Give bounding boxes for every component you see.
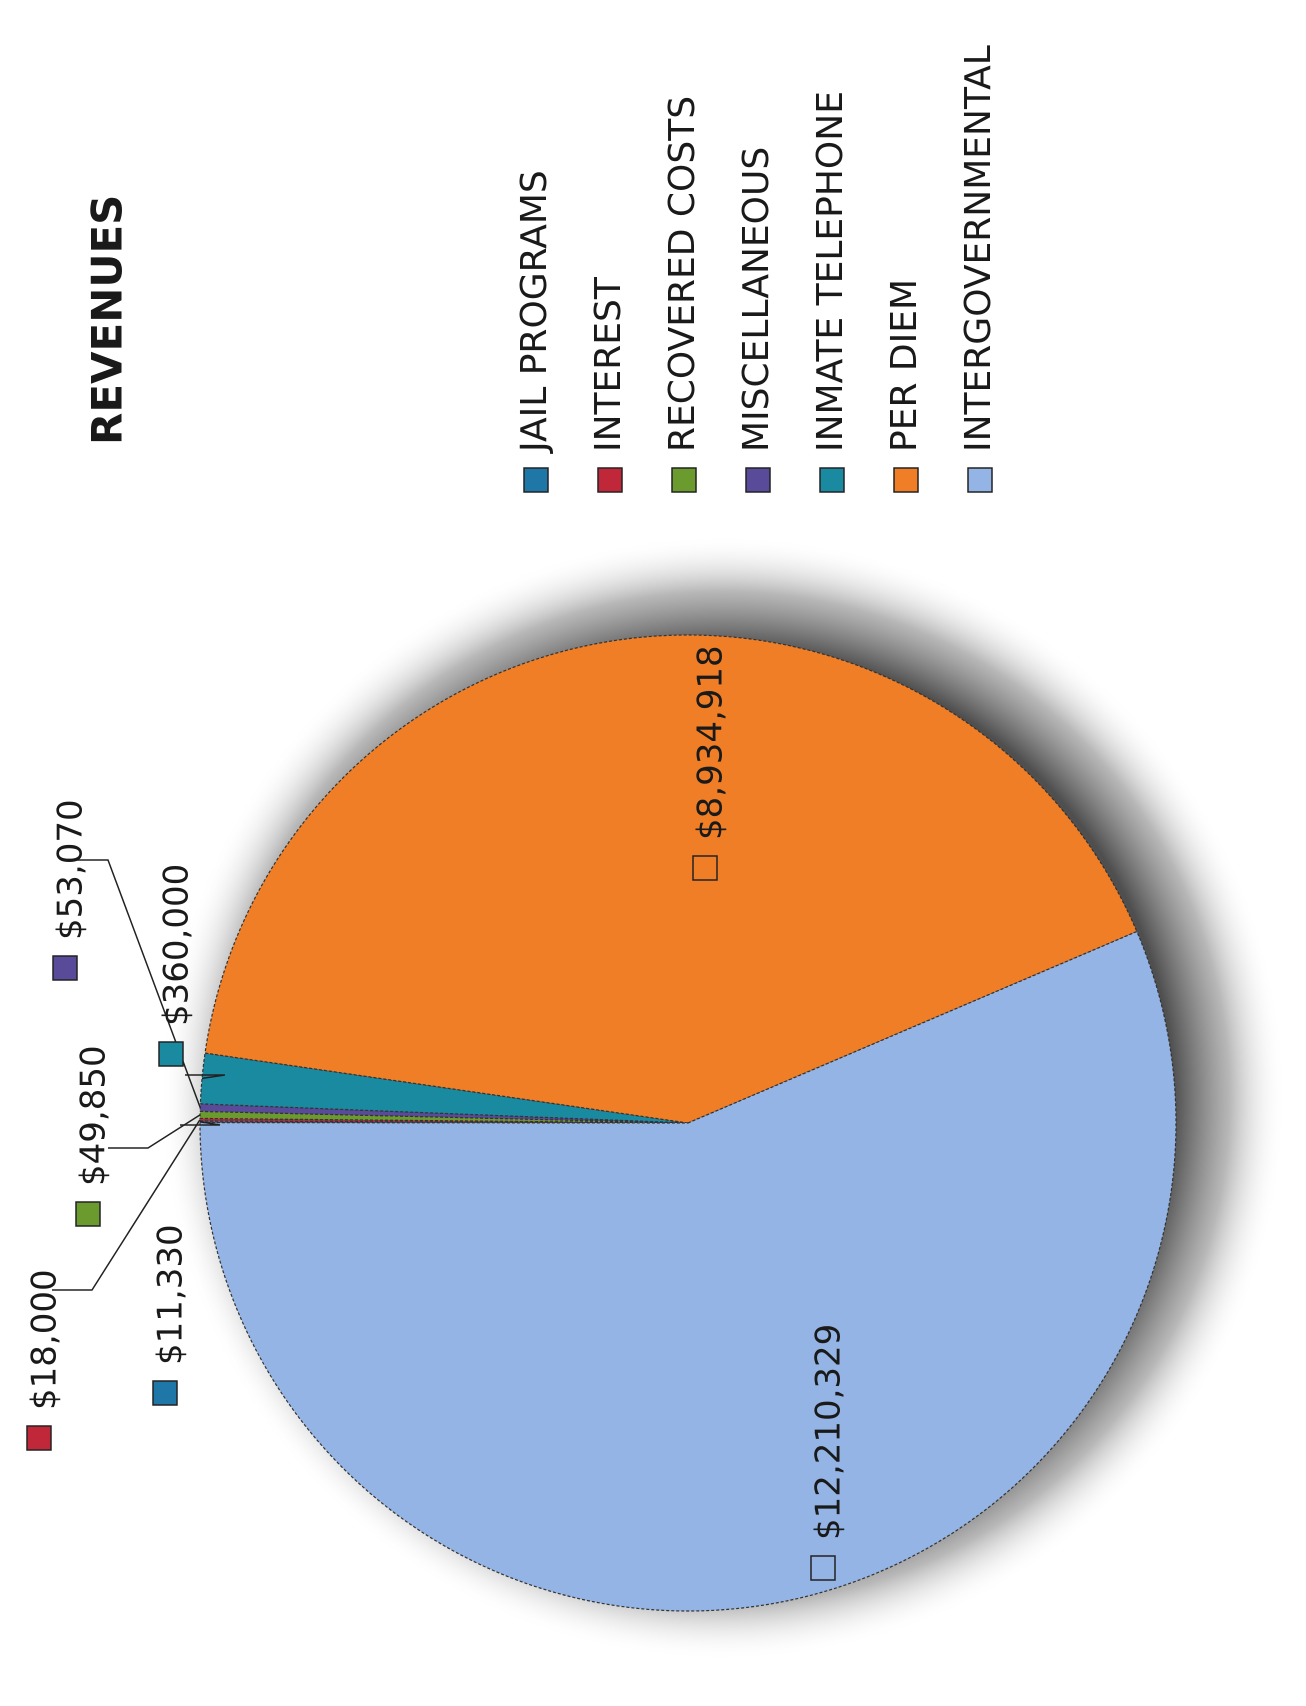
data-label: $53,070	[51, 799, 91, 940]
leader-line	[185, 1074, 226, 1080]
data-label: $18,000	[25, 1269, 65, 1410]
legend-swatch	[523, 467, 549, 493]
legend-swatch	[893, 467, 919, 493]
legend-entry: JAIL PROGRAMS	[514, 170, 555, 454]
legend-swatch	[597, 467, 623, 493]
pie-slice-intergovernmental	[199, 930, 1177, 1612]
pie-slice-per-diem	[204, 634, 1138, 1124]
legend-entry: INTEREST	[588, 276, 629, 452]
data-label-swatch	[52, 955, 78, 981]
legend-entry: INMATE TELEPHONE	[810, 91, 851, 452]
data-label-swatch	[692, 855, 718, 881]
data-label: $12,210,329	[809, 1324, 849, 1540]
data-label: $360,000	[157, 864, 197, 1026]
leader-line	[108, 1114, 201, 1149]
legend-entry: PER DIEM	[884, 279, 925, 452]
data-label-swatch	[152, 1380, 178, 1406]
legend-swatch	[671, 467, 697, 493]
data-label: $11,330	[151, 1224, 191, 1365]
chart-title: REVENUES	[83, 195, 132, 445]
pie-slice-recovered-costs	[199, 1110, 689, 1124]
leader-line	[52, 1119, 201, 1291]
leader-line	[68, 859, 201, 1108]
legend-swatch	[745, 467, 771, 493]
legend-entry: MISCELLANEOUS	[736, 147, 777, 452]
legend-swatch	[819, 467, 845, 493]
data-label-swatch	[75, 1201, 101, 1227]
legend-swatch	[967, 467, 993, 493]
legend-entry: INTERGOVERNMENTAL	[958, 45, 999, 452]
data-label-swatch	[810, 1555, 836, 1581]
legend-entry: RECOVERED COSTS	[662, 96, 703, 452]
leader-line	[180, 1121, 221, 1126]
data-label: $8,934,918	[691, 645, 731, 840]
data-label-swatch	[158, 1041, 184, 1067]
data-label-swatch	[26, 1425, 52, 1451]
data-label: $49,850	[74, 1045, 114, 1186]
